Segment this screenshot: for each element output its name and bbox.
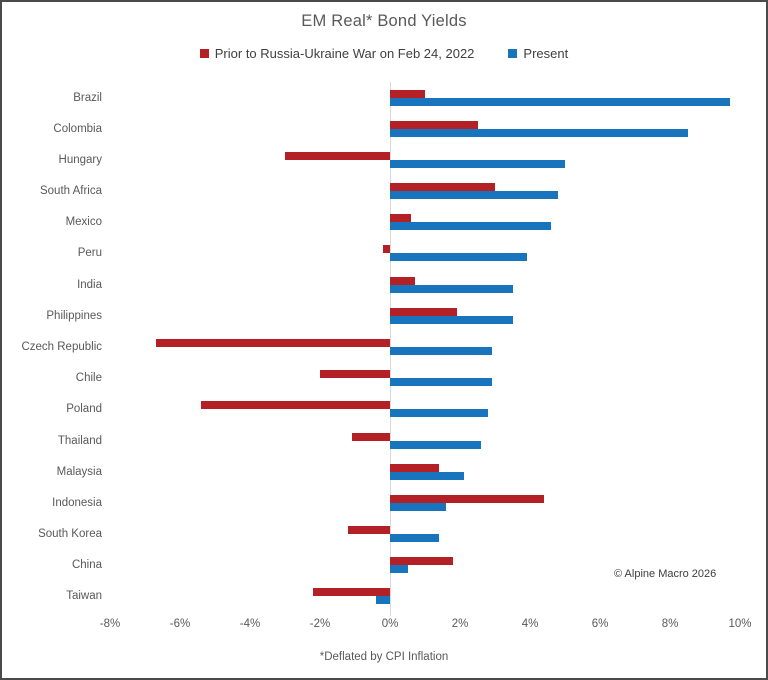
bar-present-mexico [390,222,551,231]
bar-present-indonesia [390,502,446,511]
x-tick-label: -8% [99,618,121,630]
bar-present-india [390,284,513,293]
legend: Prior to Russia-Ukraine War on Feb 24, 2… [2,46,766,61]
bar-present-taiwan [376,596,390,605]
legend-swatch-prior-icon [199,49,209,58]
category-label: Philippines [46,309,102,322]
bar-prior-poland [201,401,390,410]
category-label: Brazil [73,91,102,104]
bar-prior-colombia [390,120,478,129]
x-tick-label: 10% [728,618,752,630]
x-tick-label: 0% [381,618,399,630]
bar-present-colombia [390,128,688,137]
category-label: Colombia [53,122,102,135]
x-tick-label: -6% [169,618,191,630]
category-labels: Brazil Colombia Hungary South Africa Mexico P… [2,82,102,616]
bar-present-china [390,565,408,574]
bar-present-thailand [390,440,481,449]
bar-prior-south-korea [348,526,390,535]
bar-prior-south-africa [390,183,495,192]
bar-prior-taiwan [313,588,390,597]
copyright-note: © Alpine Macro 2026 [614,568,717,580]
legend-swatch-present-icon [508,49,518,58]
x-tick-label: 6% [591,618,609,630]
plot-area [110,82,740,616]
x-tick-label: -4% [239,618,261,630]
category-label: Peru [77,247,102,260]
bar-prior-peru [383,245,390,254]
category-label: South Korea [38,528,102,541]
bar-present-hungary [390,159,565,168]
category-label: China [71,559,102,572]
legend-label-present: Present [523,46,569,61]
legend-item-present: Present [508,46,568,61]
x-tick-label: 8% [661,618,679,630]
x-axis: -8% -6% -4% -2% 0% 2% 4% 6% 8% 10% [100,618,752,634]
bar-present-czech-republic [390,347,492,355]
bar-prior-china [390,557,453,566]
bar-prior-brazil [390,89,425,98]
category-label: Indonesia [52,496,102,509]
category-label: Chile [75,372,102,385]
bar-prior-philippines [390,307,457,316]
bar-present-poland [390,409,488,418]
category-label: Czech Republic [21,340,102,353]
x-tick-label: -2% [309,618,331,630]
category-label: Taiwan [66,590,102,603]
category-label: India [77,278,102,291]
category-label: Poland [66,403,102,416]
bar-prior-thailand [351,432,390,441]
category-label: South Africa [39,185,102,198]
category-label: Thailand [57,434,102,447]
category-label: Malaysia [56,465,102,478]
bar-present-brazil [390,97,730,106]
bar-present-chile [390,378,492,387]
bar-prior-malaysia [390,463,439,472]
bar-present-philippines [390,315,513,324]
bar-prior-czech-republic [155,339,390,347]
footnote: *Deflated by CPI Inflation [319,651,449,663]
x-tick-label: 2% [451,618,469,630]
category-label: Mexico [65,216,102,229]
bar-present-south-africa [390,191,558,200]
bar-prior-indonesia [390,494,544,503]
category-label: Hungary [58,153,102,166]
bar-present-malaysia [390,471,464,480]
bar-prior-india [390,276,415,285]
legend-item-prior: Prior to Russia-Ukraine War on Feb 24, 2… [199,46,475,61]
legend-label-prior: Prior to Russia-Ukraine War on Feb 24, 2… [214,46,475,61]
chart-title: EM Real* Bond Yields [301,12,467,30]
bar-present-peru [390,253,527,262]
bar-prior-hungary [285,151,390,160]
bar-prior-chile [320,370,390,379]
bar-prior-mexico [390,214,411,223]
x-tick-label: 4% [521,618,539,630]
bar-present-south-korea [390,534,439,543]
